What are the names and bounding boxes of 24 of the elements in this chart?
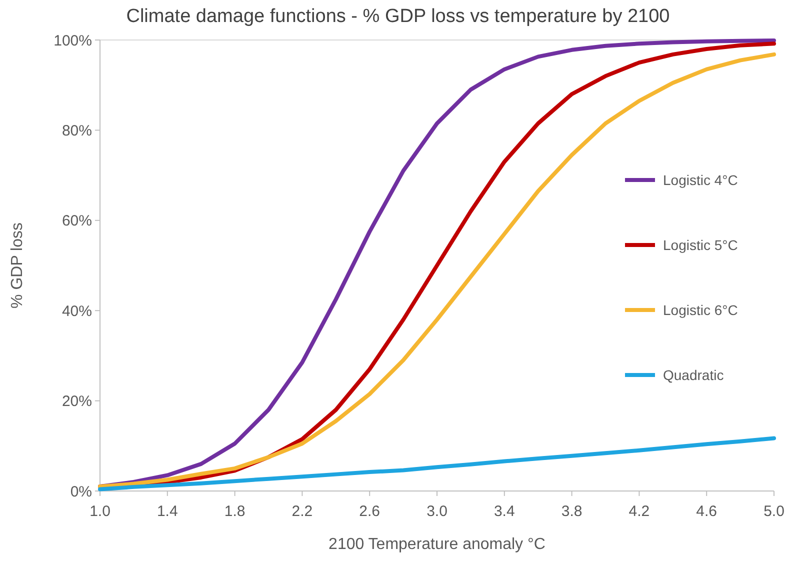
x-tick-label: 3.4 xyxy=(494,503,515,520)
x-tick-label: 4.2 xyxy=(628,503,650,520)
chart-title: Climate damage functions - % GDP loss vs temperature by 2100 xyxy=(126,6,670,27)
x-tick-label: 2.2 xyxy=(292,503,313,520)
y-axis-title: % GDP loss xyxy=(9,222,26,308)
x-tick-label: 3.8 xyxy=(561,503,582,520)
x-tick-label: 4.6 xyxy=(696,503,718,520)
x-tick-label: 5.0 xyxy=(764,503,784,520)
y-tick-label: 60% xyxy=(62,212,92,230)
x-axis-title: 2100 Temperature anomaly °C xyxy=(328,536,546,553)
y-tick-label: 40% xyxy=(62,302,92,320)
x-tick-label: 1.8 xyxy=(224,503,246,520)
legend-label: Logistic 4°C xyxy=(663,172,738,188)
y-tick-label: 0% xyxy=(70,483,92,500)
y-tick-label: 80% xyxy=(62,122,92,140)
legend-label: Quadratic xyxy=(663,366,724,383)
legend-label: Logistic 5°C xyxy=(663,236,738,253)
x-tick-label: 2.6 xyxy=(359,503,380,520)
x-tick-label: 3.0 xyxy=(426,503,448,520)
y-tick-label: 100% xyxy=(54,32,92,50)
legend-label: Logistic 6°C xyxy=(663,302,738,318)
y-tick-label: 20% xyxy=(62,393,92,410)
x-tick-label: 1.4 xyxy=(156,503,178,520)
x-tick-label: 1.0 xyxy=(90,503,110,520)
